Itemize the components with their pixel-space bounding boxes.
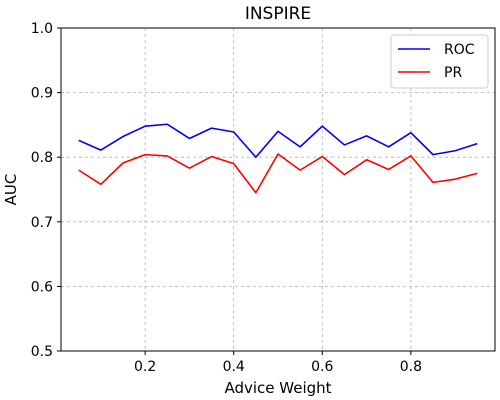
x-tick-label: 0.2 xyxy=(134,359,156,375)
x-tick-label: 0.8 xyxy=(400,359,422,375)
x-tick-label: 0.6 xyxy=(311,359,333,375)
y-tick-label: 0.5 xyxy=(31,344,53,360)
series-line-roc xyxy=(78,123,478,158)
y-axis-label: AUC xyxy=(2,174,20,206)
plot-frame xyxy=(60,27,496,352)
chart-title: INSPIRE xyxy=(245,4,311,24)
y-tick-label: 0.8 xyxy=(31,150,53,166)
y-tick-label: 0.9 xyxy=(31,86,53,102)
legend-label-pr: PR xyxy=(444,65,462,81)
y-tick-label: 0.6 xyxy=(31,279,53,295)
x-axis-label: Advice Weight xyxy=(224,379,331,397)
y-tick-label: 1.0 xyxy=(31,21,53,37)
series-layer xyxy=(78,123,478,194)
legend: ROC PR xyxy=(390,34,489,89)
ticks: 0.2 0.4 0.6 0.8 0.5 0.6 0.7 0.8 0.9 1.0 xyxy=(31,21,422,375)
y-tick-label: 0.7 xyxy=(31,215,53,231)
series-line-pr xyxy=(78,153,478,194)
legend-label-roc: ROC xyxy=(444,42,475,58)
x-tick-label: 0.4 xyxy=(223,359,245,375)
grid xyxy=(61,28,495,351)
